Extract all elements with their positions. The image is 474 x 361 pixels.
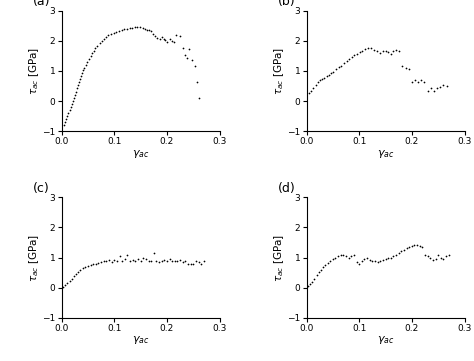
X-axis label: $\gamma_{ac}$: $\gamma_{ac}$ — [377, 148, 394, 160]
Text: (b): (b) — [278, 0, 296, 8]
X-axis label: $\gamma_{ac}$: $\gamma_{ac}$ — [132, 148, 149, 160]
Text: (c): (c) — [33, 182, 50, 195]
Y-axis label: $\tau_{ac}$ [GPa]: $\tau_{ac}$ [GPa] — [272, 234, 286, 282]
Y-axis label: $\tau_{ac}$ [GPa]: $\tau_{ac}$ [GPa] — [27, 234, 41, 282]
Y-axis label: $\tau_{ac}$ [GPa]: $\tau_{ac}$ [GPa] — [27, 47, 41, 95]
Y-axis label: $\tau_{ac}$ [GPa]: $\tau_{ac}$ [GPa] — [272, 47, 286, 95]
X-axis label: $\gamma_{ac}$: $\gamma_{ac}$ — [377, 334, 394, 346]
X-axis label: $\gamma_{ac}$: $\gamma_{ac}$ — [132, 334, 149, 346]
Text: (a): (a) — [33, 0, 51, 8]
Text: (d): (d) — [278, 182, 296, 195]
